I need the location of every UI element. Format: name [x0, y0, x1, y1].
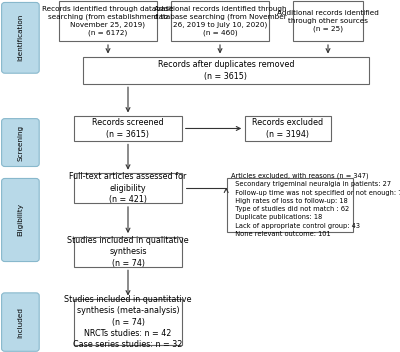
- Bar: [227, 177, 353, 232]
- Bar: [74, 116, 182, 141]
- Text: Studies included in quantitative
synthesis (meta-analysis)
(n = 74)
NRCTs studie: Studies included in quantitative synthes…: [64, 295, 192, 350]
- Text: Studies included in qualitative
synthesis
(n = 74): Studies included in qualitative synthesi…: [67, 236, 189, 268]
- FancyBboxPatch shape: [2, 293, 39, 351]
- Bar: [245, 116, 331, 141]
- Text: Included: Included: [18, 307, 23, 338]
- Text: Records excluded
(n = 3194): Records excluded (n = 3194): [252, 118, 324, 139]
- Bar: [293, 1, 363, 42]
- FancyBboxPatch shape: [2, 2, 39, 73]
- Bar: [74, 237, 182, 267]
- FancyBboxPatch shape: [2, 119, 39, 166]
- Text: Full-text articles assessed for
eligibility
(n = 421): Full-text articles assessed for eligibil…: [69, 172, 187, 204]
- Text: Identification: Identification: [18, 13, 23, 61]
- Text: Records after duplicates removed
(n = 3615): Records after duplicates removed (n = 36…: [158, 60, 294, 81]
- Text: Screening: Screening: [18, 125, 23, 161]
- Bar: [59, 1, 157, 42]
- Bar: [74, 299, 182, 345]
- Text: Records identified through database
searching (from establishment to
November 25: Records identified through database sear…: [42, 6, 174, 37]
- FancyBboxPatch shape: [2, 178, 39, 262]
- Text: Articles excluded, with reasons (n = 347)
  Secondary trigeminal neuralgia in pa: Articles excluded, with reasons (n = 347…: [231, 173, 400, 237]
- Text: Additional records identified through
database searching (from November
26, 2019: Additional records identified through da…: [154, 6, 286, 37]
- Bar: [171, 1, 269, 42]
- Text: Eligibility: Eligibility: [18, 203, 23, 237]
- Text: Additional records identified
through other sources
(n = 25): Additional records identified through ot…: [277, 10, 379, 32]
- Text: Records screened
(n = 3615): Records screened (n = 3615): [92, 118, 164, 139]
- Bar: [74, 173, 182, 203]
- Bar: [83, 57, 369, 83]
